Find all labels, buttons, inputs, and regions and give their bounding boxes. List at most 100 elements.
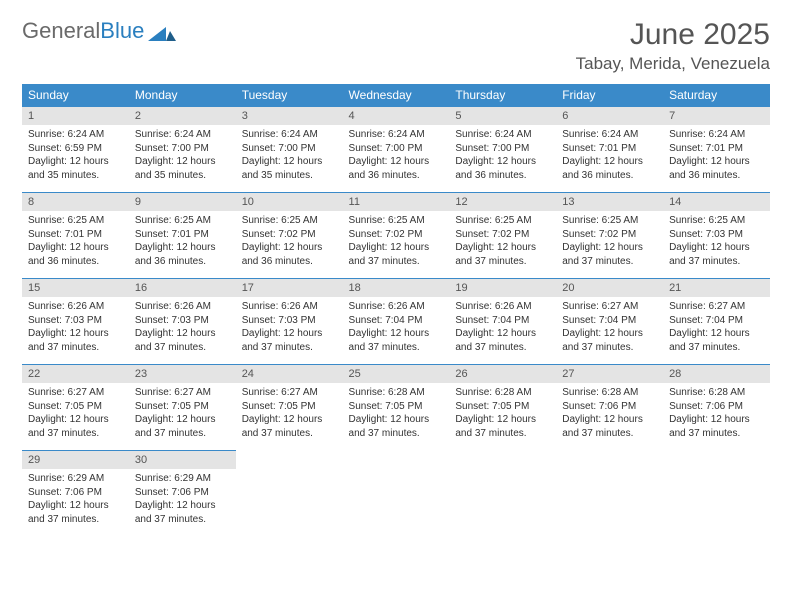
sunset-line: Sunset: 7:03 PM (28, 314, 123, 328)
calendar-cell: 15Sunrise: 6:26 AMSunset: 7:03 PMDayligh… (22, 278, 129, 364)
day-number: 8 (22, 192, 129, 211)
sunrise-line: Sunrise: 6:29 AM (28, 472, 123, 486)
day-number: 1 (22, 106, 129, 125)
sunset-line: Sunset: 7:05 PM (135, 400, 230, 414)
day-body: Sunrise: 6:26 AMSunset: 7:03 PMDaylight:… (236, 297, 343, 358)
calendar-cell: 28Sunrise: 6:28 AMSunset: 7:06 PMDayligh… (663, 364, 770, 450)
sunset-line: Sunset: 7:05 PM (28, 400, 123, 414)
sunrise-line: Sunrise: 6:26 AM (135, 300, 230, 314)
day-number: 12 (449, 192, 556, 211)
day-body: Sunrise: 6:29 AMSunset: 7:06 PMDaylight:… (129, 469, 236, 530)
daylight-line: Daylight: 12 hours and 37 minutes. (242, 413, 337, 440)
sunset-line: Sunset: 7:01 PM (669, 142, 764, 156)
day-body: Sunrise: 6:24 AMSunset: 7:00 PMDaylight:… (343, 125, 450, 186)
daylight-line: Daylight: 12 hours and 36 minutes. (349, 155, 444, 182)
sunrise-line: Sunrise: 6:28 AM (562, 386, 657, 400)
day-number: 21 (663, 278, 770, 297)
sunrise-line: Sunrise: 6:26 AM (455, 300, 550, 314)
daylight-line: Daylight: 12 hours and 36 minutes. (135, 241, 230, 268)
sunrise-line: Sunrise: 6:24 AM (135, 128, 230, 142)
sunrise-line: Sunrise: 6:24 AM (669, 128, 764, 142)
weekday-header: Wednesday (343, 84, 450, 106)
day-body: Sunrise: 6:26 AMSunset: 7:03 PMDaylight:… (129, 297, 236, 358)
day-number: 13 (556, 192, 663, 211)
sunrise-line: Sunrise: 6:27 AM (562, 300, 657, 314)
daylight-line: Daylight: 12 hours and 37 minutes. (28, 413, 123, 440)
calendar-row: 22Sunrise: 6:27 AMSunset: 7:05 PMDayligh… (22, 364, 770, 450)
header: GeneralBlue June 2025 Tabay, Merida, Ven… (22, 18, 770, 74)
calendar-cell: 24Sunrise: 6:27 AMSunset: 7:05 PMDayligh… (236, 364, 343, 450)
calendar-cell: 2Sunrise: 6:24 AMSunset: 7:00 PMDaylight… (129, 106, 236, 192)
sunset-line: Sunset: 7:02 PM (562, 228, 657, 242)
day-number: 20 (556, 278, 663, 297)
day-body: Sunrise: 6:28 AMSunset: 7:05 PMDaylight:… (449, 383, 556, 444)
calendar-cell: 20Sunrise: 6:27 AMSunset: 7:04 PMDayligh… (556, 278, 663, 364)
daylight-line: Daylight: 12 hours and 37 minutes. (455, 413, 550, 440)
day-body: Sunrise: 6:24 AMSunset: 7:01 PMDaylight:… (663, 125, 770, 186)
sunset-line: Sunset: 7:00 PM (135, 142, 230, 156)
calendar-body: 1Sunrise: 6:24 AMSunset: 6:59 PMDaylight… (22, 106, 770, 536)
sunset-line: Sunset: 7:04 PM (349, 314, 444, 328)
day-body: Sunrise: 6:25 AMSunset: 7:02 PMDaylight:… (449, 211, 556, 272)
weekday-header: Friday (556, 84, 663, 106)
calendar-cell: 1Sunrise: 6:24 AMSunset: 6:59 PMDaylight… (22, 106, 129, 192)
sunrise-line: Sunrise: 6:25 AM (669, 214, 764, 228)
day-body: Sunrise: 6:24 AMSunset: 7:00 PMDaylight:… (449, 125, 556, 186)
daylight-line: Daylight: 12 hours and 37 minutes. (669, 241, 764, 268)
daylight-line: Daylight: 12 hours and 37 minutes. (562, 327, 657, 354)
daylight-line: Daylight: 12 hours and 36 minutes. (28, 241, 123, 268)
calendar-cell: 4Sunrise: 6:24 AMSunset: 7:00 PMDaylight… (343, 106, 450, 192)
sunset-line: Sunset: 6:59 PM (28, 142, 123, 156)
daylight-line: Daylight: 12 hours and 37 minutes. (242, 327, 337, 354)
daylight-line: Daylight: 12 hours and 37 minutes. (135, 499, 230, 526)
weekday-row: SundayMondayTuesdayWednesdayThursdayFrid… (22, 84, 770, 106)
weekday-header: Thursday (449, 84, 556, 106)
sunrise-line: Sunrise: 6:28 AM (349, 386, 444, 400)
calendar-row: 15Sunrise: 6:26 AMSunset: 7:03 PMDayligh… (22, 278, 770, 364)
calendar-cell (236, 450, 343, 536)
sunrise-line: Sunrise: 6:24 AM (562, 128, 657, 142)
sunrise-line: Sunrise: 6:29 AM (135, 472, 230, 486)
sunset-line: Sunset: 7:06 PM (669, 400, 764, 414)
day-body: Sunrise: 6:25 AMSunset: 7:01 PMDaylight:… (22, 211, 129, 272)
location-text: Tabay, Merida, Venezuela (576, 54, 770, 74)
sunset-line: Sunset: 7:02 PM (455, 228, 550, 242)
calendar-cell: 14Sunrise: 6:25 AMSunset: 7:03 PMDayligh… (663, 192, 770, 278)
sunset-line: Sunset: 7:03 PM (669, 228, 764, 242)
calendar-cell: 30Sunrise: 6:29 AMSunset: 7:06 PMDayligh… (129, 450, 236, 536)
sunrise-line: Sunrise: 6:25 AM (28, 214, 123, 228)
calendar-cell: 17Sunrise: 6:26 AMSunset: 7:03 PMDayligh… (236, 278, 343, 364)
calendar-cell: 16Sunrise: 6:26 AMSunset: 7:03 PMDayligh… (129, 278, 236, 364)
daylight-line: Daylight: 12 hours and 37 minutes. (349, 327, 444, 354)
day-number: 29 (22, 450, 129, 469)
day-number: 15 (22, 278, 129, 297)
sunset-line: Sunset: 7:06 PM (562, 400, 657, 414)
sunset-line: Sunset: 7:06 PM (28, 486, 123, 500)
calendar-cell: 26Sunrise: 6:28 AMSunset: 7:05 PMDayligh… (449, 364, 556, 450)
day-body: Sunrise: 6:25 AMSunset: 7:02 PMDaylight:… (343, 211, 450, 272)
daylight-line: Daylight: 12 hours and 37 minutes. (669, 413, 764, 440)
sunrise-line: Sunrise: 6:28 AM (669, 386, 764, 400)
calendar-cell (556, 450, 663, 536)
logo-text: GeneralBlue (22, 18, 144, 44)
day-body: Sunrise: 6:29 AMSunset: 7:06 PMDaylight:… (22, 469, 129, 530)
logo-word2: Blue (100, 18, 144, 43)
calendar-cell: 13Sunrise: 6:25 AMSunset: 7:02 PMDayligh… (556, 192, 663, 278)
daylight-line: Daylight: 12 hours and 37 minutes. (135, 327, 230, 354)
daylight-line: Daylight: 12 hours and 37 minutes. (349, 241, 444, 268)
day-number: 24 (236, 364, 343, 383)
weekday-header: Saturday (663, 84, 770, 106)
calendar-cell: 7Sunrise: 6:24 AMSunset: 7:01 PMDaylight… (663, 106, 770, 192)
day-number: 7 (663, 106, 770, 125)
calendar-cell (663, 450, 770, 536)
logo-mark-icon (148, 21, 176, 41)
sunset-line: Sunset: 7:06 PM (135, 486, 230, 500)
title-block: June 2025 Tabay, Merida, Venezuela (576, 18, 770, 74)
day-number: 4 (343, 106, 450, 125)
day-body: Sunrise: 6:27 AMSunset: 7:05 PMDaylight:… (129, 383, 236, 444)
daylight-line: Daylight: 12 hours and 35 minutes. (242, 155, 337, 182)
day-body: Sunrise: 6:24 AMSunset: 6:59 PMDaylight:… (22, 125, 129, 186)
daylight-line: Daylight: 12 hours and 36 minutes. (669, 155, 764, 182)
sunrise-line: Sunrise: 6:28 AM (455, 386, 550, 400)
day-number: 10 (236, 192, 343, 211)
